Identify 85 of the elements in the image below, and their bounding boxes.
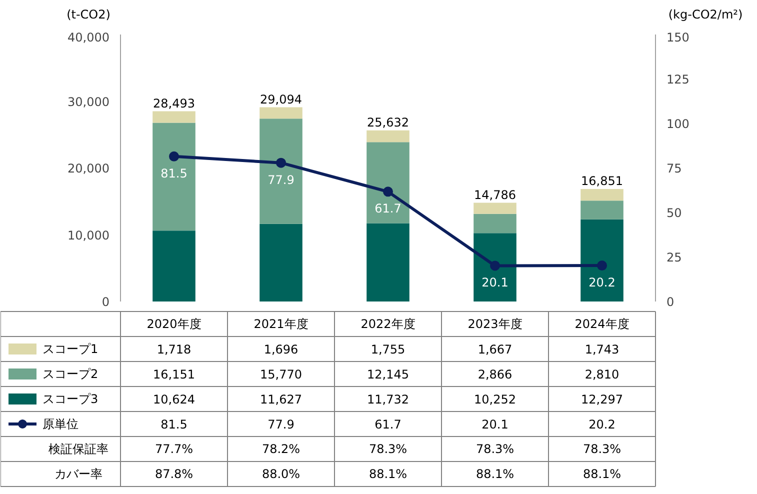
data-label: 77.9 — [268, 418, 294, 432]
text: 88.0% — [262, 467, 300, 481]
total-label: 28,493 — [153, 96, 196, 110]
text: 61.7 — [374, 202, 402, 216]
y-tick-label: 30,000 — [68, 94, 110, 109]
data-label: 1,667 — [478, 342, 512, 356]
bar — [580, 189, 624, 201]
point — [490, 260, 500, 271]
bar — [580, 200, 624, 220]
y2-tick-label: 25 — [666, 250, 682, 264]
legend-label: スコープ1 — [42, 342, 98, 356]
x-tick-label: 2022年度 — [360, 317, 416, 331]
data-label: 1,696 — [264, 342, 298, 356]
total-label: 29,094 — [260, 92, 302, 106]
bar — [152, 111, 196, 123]
text: 検証保証率 — [48, 442, 108, 456]
data-label: 61.7 — [374, 418, 402, 432]
point — [597, 260, 607, 271]
text: 20.2 — [588, 276, 616, 290]
y-tick-label: 20,000 — [68, 162, 110, 176]
point — [383, 186, 393, 197]
data-label: 12,145 — [367, 368, 410, 382]
bar — [260, 118, 302, 224]
y2-tick-label: 125 — [666, 72, 690, 86]
data-label: 11,732 — [367, 392, 410, 406]
bar — [474, 233, 516, 302]
data-label: 15,770 — [260, 368, 302, 382]
y-tick-label: 0 — [102, 295, 110, 309]
y2-tick-label: 0 — [666, 295, 674, 309]
bar — [366, 142, 410, 224]
legend-label: 原単位 — [42, 417, 78, 431]
bar — [366, 223, 410, 302]
text: 77.9 — [268, 172, 294, 187]
bar — [260, 107, 302, 119]
total-label: 14,786 — [474, 188, 516, 202]
data-label: 1,743 — [584, 342, 620, 356]
text: 78.3% — [582, 442, 622, 456]
data-label: 1,755 — [370, 342, 406, 356]
data-label: 10,252 — [474, 392, 516, 406]
text: 88.1% — [582, 467, 622, 481]
bar — [260, 224, 302, 302]
bar — [580, 219, 624, 302]
y2-tick-label: 75 — [666, 162, 682, 176]
text: 78.2% — [262, 442, 300, 456]
data-label: 20.2 — [588, 418, 616, 432]
point — [169, 151, 179, 162]
y2-tick-label: 100 — [666, 117, 690, 131]
text: 78.3% — [368, 442, 408, 456]
x-tick-label: 2021年度 — [254, 317, 308, 331]
text: 88.1% — [368, 467, 408, 481]
y2-tick-label: 150 — [666, 30, 690, 44]
bar — [366, 130, 410, 142]
text: 87.8% — [154, 467, 194, 481]
bar — [152, 122, 196, 231]
y2-axis-title: (kg-CO2/m²) — [668, 8, 743, 22]
y-tick-label: 40,000 — [68, 30, 110, 44]
legend-label: スコープ3 — [42, 392, 98, 406]
x-tick-label: 2024年度 — [574, 317, 630, 331]
point — [276, 158, 286, 168]
bar — [474, 214, 516, 234]
text: 77.7% — [154, 442, 194, 456]
data-label: 10,624 — [153, 392, 196, 406]
bar — [474, 202, 516, 214]
y-axis-title: (t-CO2) — [66, 8, 110, 22]
bar — [152, 230, 196, 302]
data-label: 16,151 — [153, 368, 196, 382]
data-label: 11,627 — [260, 392, 302, 406]
data-label: 12,297 — [581, 392, 624, 406]
text: カバー率 — [54, 467, 102, 481]
y-tick-label: 10,000 — [68, 228, 110, 242]
x-tick-label: 2020年度 — [146, 317, 202, 331]
data-label: 2,866 — [478, 368, 512, 382]
total-label: 25,632 — [367, 115, 410, 130]
text: 20.1 — [482, 276, 508, 290]
data-label: 81.5 — [160, 418, 188, 432]
text: 88.1% — [476, 467, 514, 481]
text: 78.3% — [476, 442, 514, 456]
data-label: 20.1 — [482, 418, 508, 432]
y2-tick-label: 50 — [666, 206, 682, 220]
data-label: 1,718 — [156, 342, 192, 356]
x-tick-label: 2023年度 — [468, 317, 522, 331]
total-label: 16,851 — [581, 174, 624, 188]
data-label: 2,810 — [584, 368, 620, 382]
text: 81.5 — [160, 166, 188, 180]
legend-label: スコープ2 — [42, 367, 98, 381]
